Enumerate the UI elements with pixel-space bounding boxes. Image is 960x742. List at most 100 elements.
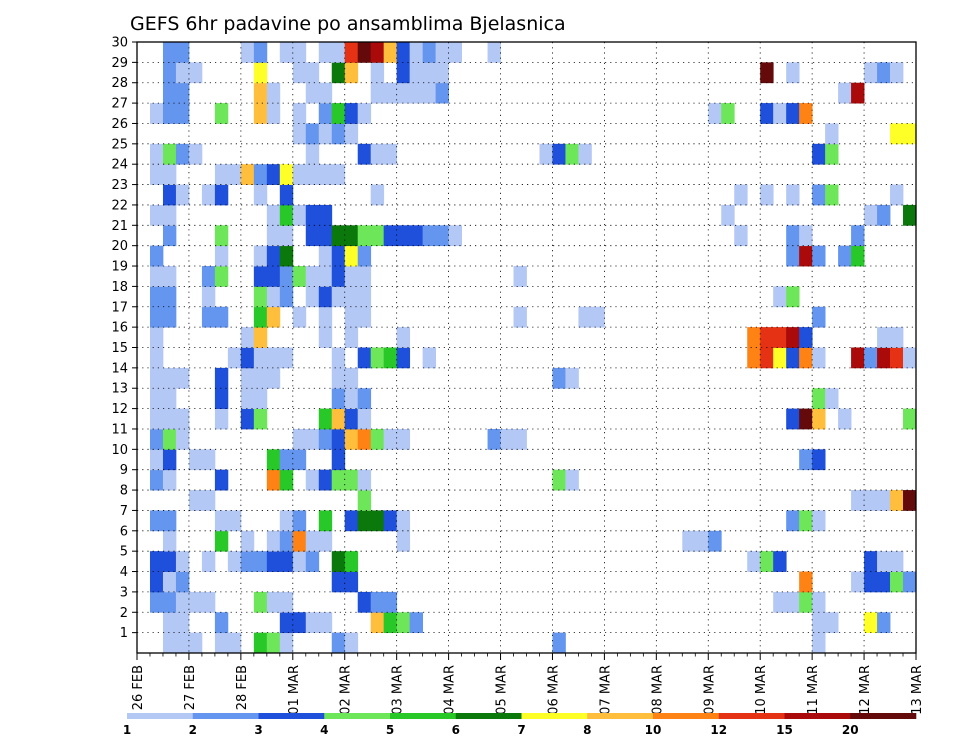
heatmap-cell xyxy=(331,245,346,267)
heatmap-cell xyxy=(175,632,190,654)
heatmap-cell xyxy=(864,62,878,84)
heatmap-cell xyxy=(253,82,268,104)
heatmap-cell xyxy=(825,143,839,165)
heatmap-cell xyxy=(357,286,372,308)
heatmap-cell xyxy=(227,551,242,572)
heatmap-cell xyxy=(188,632,203,654)
heatmap-cell xyxy=(682,530,696,552)
heatmap-cell xyxy=(162,591,177,613)
y-tick-label: 14 xyxy=(111,361,128,376)
heatmap-cell xyxy=(396,225,411,247)
heatmap-cell xyxy=(266,551,281,572)
heatmap-cell xyxy=(786,184,800,206)
heatmap-cell xyxy=(253,266,268,287)
heatmap-cell xyxy=(799,245,813,267)
heatmap-cell xyxy=(305,82,320,104)
heatmap-cell xyxy=(149,286,164,308)
heatmap-cell xyxy=(253,164,268,185)
heatmap-cell xyxy=(201,286,216,308)
heatmap-cell xyxy=(162,225,177,247)
heatmap-cell xyxy=(279,591,294,613)
heatmap-cell xyxy=(162,408,177,430)
heatmap-cell xyxy=(760,103,774,124)
heatmap-cell xyxy=(214,530,229,552)
x-tick-label: 04 MAR xyxy=(443,665,458,715)
heatmap-cell xyxy=(786,245,800,267)
heatmap-cell xyxy=(344,428,359,450)
heatmap-cell xyxy=(721,103,735,124)
colorbar-label: 8 xyxy=(583,723,591,737)
heatmap-cell xyxy=(292,551,307,572)
heatmap-cell xyxy=(786,225,800,247)
heatmap-cell xyxy=(227,632,242,654)
colorbar-label: 15 xyxy=(776,723,793,737)
heatmap-cell xyxy=(188,490,203,511)
heatmap-cell xyxy=(149,306,164,328)
heatmap-cell xyxy=(266,266,281,287)
heatmap-cell xyxy=(175,184,190,206)
x-tick-label: 05 MAR xyxy=(495,665,510,715)
colorbar-label: 7 xyxy=(517,723,525,737)
heatmap-cell xyxy=(162,469,177,491)
heatmap-cell xyxy=(266,449,281,471)
heatmap-cell xyxy=(331,164,346,185)
heatmap-cell xyxy=(201,184,216,206)
colorbar-swatch xyxy=(587,713,654,719)
axes-layer: 1234567891011121314151617181920212223242… xyxy=(111,36,925,715)
heatmap-cell xyxy=(253,367,268,389)
heatmap-cell xyxy=(331,571,346,593)
heatmap-cell xyxy=(292,428,307,450)
heatmap-cell xyxy=(370,591,385,613)
y-tick-label: 18 xyxy=(111,280,128,295)
heatmap-cell xyxy=(331,367,346,389)
heatmap-cell xyxy=(812,612,826,634)
heatmap-cell xyxy=(266,469,281,491)
heatmap-cell xyxy=(357,428,372,450)
heatmap-cell xyxy=(240,367,255,389)
heatmap-cell xyxy=(357,103,372,124)
heatmap-cell xyxy=(214,510,229,532)
heatmap-cell xyxy=(357,388,372,409)
heatmap-cell xyxy=(331,632,346,654)
heatmap-cell xyxy=(786,510,800,532)
heatmap-cell xyxy=(175,551,190,572)
heatmap-cell xyxy=(396,42,411,63)
heatmap-cell xyxy=(175,367,190,389)
heatmap-cell xyxy=(357,490,372,511)
heatmap-cell xyxy=(201,306,216,328)
heatmap-cell xyxy=(318,408,333,430)
heatmap-cell xyxy=(370,184,385,206)
heatmap-cell xyxy=(175,571,190,593)
heatmap-cell xyxy=(786,327,800,348)
heatmap-cell xyxy=(799,591,813,613)
heatmap-cell xyxy=(357,510,372,532)
heatmap-cell xyxy=(422,62,437,84)
heatmap-cell xyxy=(864,204,878,226)
heatmap-cell xyxy=(344,367,359,389)
heatmap-cell xyxy=(448,42,462,63)
colorbar-label: 20 xyxy=(842,723,859,737)
heatmap-cell xyxy=(214,367,229,389)
heatmap-cell xyxy=(214,612,229,634)
heatmap-cell xyxy=(409,42,424,63)
heatmap-cell xyxy=(383,225,398,247)
heatmap-cell xyxy=(786,286,800,308)
heatmap-cell xyxy=(305,530,320,552)
heatmap-cell xyxy=(864,551,878,572)
colorbar-label: 2 xyxy=(189,723,197,737)
y-tick-label: 21 xyxy=(111,219,128,234)
heatmap-cell xyxy=(370,612,385,634)
heatmap-cell xyxy=(149,510,164,532)
x-tick-label: 11 MAR xyxy=(806,665,821,715)
heatmap-cell xyxy=(331,42,346,63)
heatmap-cell xyxy=(266,306,281,328)
heatmap-cell xyxy=(344,306,359,328)
heatmap-cell xyxy=(240,408,255,430)
heatmap-cell xyxy=(786,591,800,613)
heatmap-cell xyxy=(877,62,891,84)
heatmap-cell xyxy=(149,245,164,267)
heatmap-cell xyxy=(890,551,904,572)
heatmap-cell xyxy=(253,286,268,308)
heatmap-cell xyxy=(799,347,813,369)
heatmap-cell xyxy=(773,286,787,308)
